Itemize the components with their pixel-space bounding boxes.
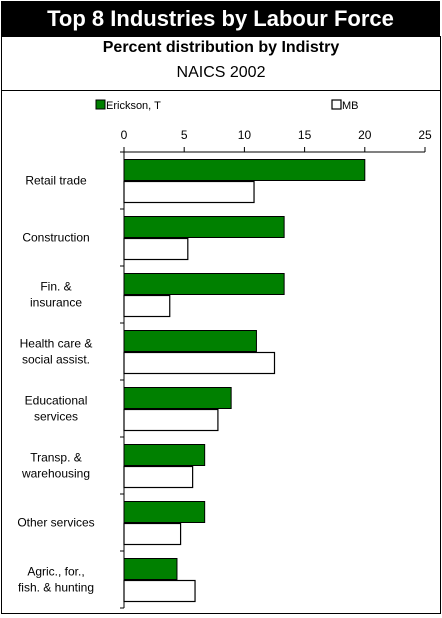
x-tick-label: 0 <box>121 128 128 142</box>
bar-mb <box>123 180 255 204</box>
bar-erickson <box>123 159 366 181</box>
category-label-line: Health care & <box>20 337 93 351</box>
bar-mb <box>123 579 196 603</box>
category-label: Construction <box>22 231 89 245</box>
bar-mb <box>123 351 276 375</box>
category-label-line: Educational <box>25 394 88 408</box>
x-tick-label: 20 <box>358 128 372 142</box>
x-tick-label: 25 <box>418 128 432 142</box>
category-label-line: Retail trade <box>25 174 87 188</box>
category-label-line: warehousing <box>21 467 90 481</box>
bar-erickson <box>123 444 206 466</box>
legend-swatch-erickson <box>95 99 106 110</box>
category-label: Other services <box>17 516 94 530</box>
category-label-line: fish. & hunting <box>18 581 94 595</box>
chart-area: Erickson, T MB 0 5 10 15 20 25 Retail trade Const… <box>1 90 441 614</box>
x-tick-label: 10 <box>238 128 252 142</box>
bar-mb <box>123 522 182 546</box>
bar-erickson <box>123 387 232 409</box>
category-label-line: insurance <box>30 296 82 310</box>
bar-erickson <box>123 216 285 238</box>
category-label: Agric., for., fish. & hunting <box>18 565 94 595</box>
legend-label-erickson: Erickson, T <box>106 100 161 112</box>
chart-classification: NAICS 2002 <box>176 64 266 81</box>
category-label-line: Fin. & <box>40 280 71 294</box>
category-label: Transp. & warehousing <box>21 451 90 481</box>
x-tick-label: 15 <box>298 128 312 142</box>
bar-chart-svg: Erickson, T MB 0 5 10 15 20 25 Retail trade Const… <box>17 99 432 609</box>
category-label-line: services <box>34 410 78 424</box>
category-label: Educational services <box>25 394 88 424</box>
category-label: Fin. & insurance <box>30 280 82 310</box>
bar-mb <box>123 294 171 318</box>
category-label-line: Transp. & <box>30 451 82 465</box>
bar-erickson <box>123 273 285 295</box>
bar-erickson <box>123 501 206 523</box>
category-label-line: Agric., for., <box>27 565 84 579</box>
bar-mb <box>123 237 189 261</box>
bar-erickson <box>123 558 178 580</box>
category-label-line: Other services <box>17 516 94 530</box>
legend-swatch-mb <box>331 99 342 110</box>
bar-mb <box>123 465 194 489</box>
category-label-line: Construction <box>22 231 89 245</box>
chart-title: Top 8 Industries by Labour Force <box>1 1 440 36</box>
category-label-line: social assist. <box>22 353 90 367</box>
x-tick-label: 5 <box>181 128 188 142</box>
chart-subtitle: Percent distribution by Indistry <box>102 39 340 56</box>
category-label: Retail trade <box>25 174 87 188</box>
legend-label-mb: MB <box>342 100 359 112</box>
bar-mb <box>123 408 219 432</box>
bar-erickson <box>123 330 257 352</box>
category-label: Health care & social assist. <box>20 337 93 367</box>
subtitle-box: Percent distribution by Indistry NAICS 2… <box>1 36 441 91</box>
